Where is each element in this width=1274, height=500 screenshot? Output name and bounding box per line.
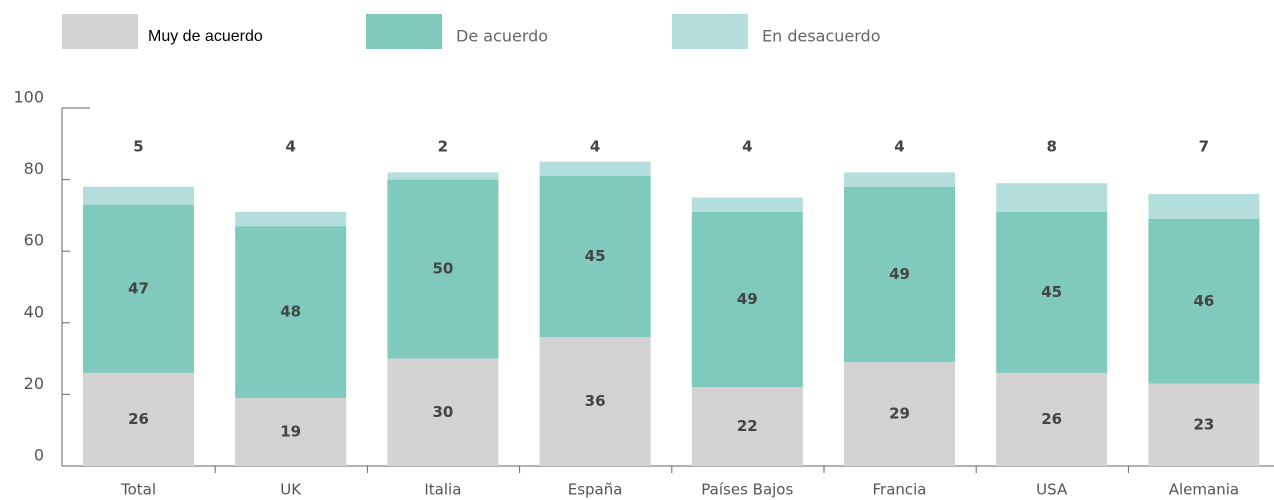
data-label: 46: [1193, 292, 1214, 310]
bar-segment: [1148, 193, 1260, 219]
x-tick-label: USA: [1036, 481, 1068, 499]
x-tick-label: UK: [280, 481, 302, 499]
legend-swatch: [62, 14, 138, 49]
x-tick-label: Francia: [872, 481, 926, 499]
x-tick-label: Total: [120, 481, 156, 499]
data-label: 2: [438, 138, 448, 156]
legend-label: De acuerdo: [456, 27, 548, 46]
x-tick-label: Alemania: [1169, 481, 1239, 499]
x-tick-label: Italia: [424, 481, 461, 499]
bar-segment: [691, 211, 803, 388]
bar-segment: [844, 172, 955, 187]
bar-segment: [996, 183, 1108, 212]
bar-segment: [387, 358, 499, 466]
bar-segment: [1148, 383, 1260, 466]
legend-swatch: [366, 14, 442, 49]
bar-segment: [691, 387, 803, 466]
data-label: 36: [585, 392, 606, 410]
bar-segment: [235, 397, 347, 466]
data-label: 7: [1199, 138, 1209, 156]
bar-segment: [539, 337, 651, 466]
bar-segment: [83, 372, 194, 466]
bar-segment: [844, 362, 955, 466]
data-label: 49: [889, 265, 910, 283]
y-tick-label: 20: [24, 374, 44, 393]
bar-segment: [844, 186, 955, 363]
bar-segment: [387, 179, 499, 359]
data-label: 30: [432, 403, 453, 421]
data-label: 8: [1046, 138, 1056, 156]
bar-segment: [691, 197, 803, 212]
y-tick-label: 40: [24, 302, 44, 321]
x-tick-label: Países Bajos: [701, 481, 793, 499]
bar-segment: [1148, 218, 1260, 384]
y-tick-label: 80: [24, 159, 44, 178]
bar-segment: [539, 176, 651, 338]
bar-segment: [539, 161, 651, 177]
data-label: 29: [889, 405, 910, 423]
bar-segment: [83, 204, 194, 373]
data-label: 5: [133, 138, 143, 156]
data-label: 23: [1193, 415, 1214, 433]
data-label: 45: [1041, 283, 1062, 301]
data-label: 26: [128, 410, 149, 428]
legend-swatch: [672, 14, 748, 49]
bar-segment: [83, 186, 194, 205]
legend-label: Muy de acuerdo: [148, 28, 263, 45]
data-label: 4: [590, 138, 600, 156]
y-tick-label: 100: [13, 88, 44, 107]
bar-segment: [235, 211, 347, 227]
data-label: 48: [280, 303, 301, 321]
data-label: 26: [1041, 410, 1062, 428]
x-tick-label: España: [568, 481, 623, 499]
legend-label: En desacuerdo: [762, 27, 881, 46]
bar-segment: [996, 372, 1108, 466]
data-label: 45: [585, 247, 606, 265]
data-label: 47: [128, 279, 149, 297]
data-label: 4: [285, 138, 295, 156]
data-label: 19: [280, 422, 301, 440]
bar-segment: [996, 211, 1108, 373]
bar-segment: [387, 172, 499, 180]
data-label: 49: [737, 290, 758, 308]
data-label: 22: [737, 417, 758, 435]
bar-segment: [235, 226, 347, 398]
y-tick-label: 0: [34, 446, 44, 465]
y-tick-label: 60: [24, 231, 44, 250]
data-label: 50: [432, 260, 453, 278]
data-label: 4: [894, 138, 904, 156]
data-label: 4: [742, 138, 752, 156]
